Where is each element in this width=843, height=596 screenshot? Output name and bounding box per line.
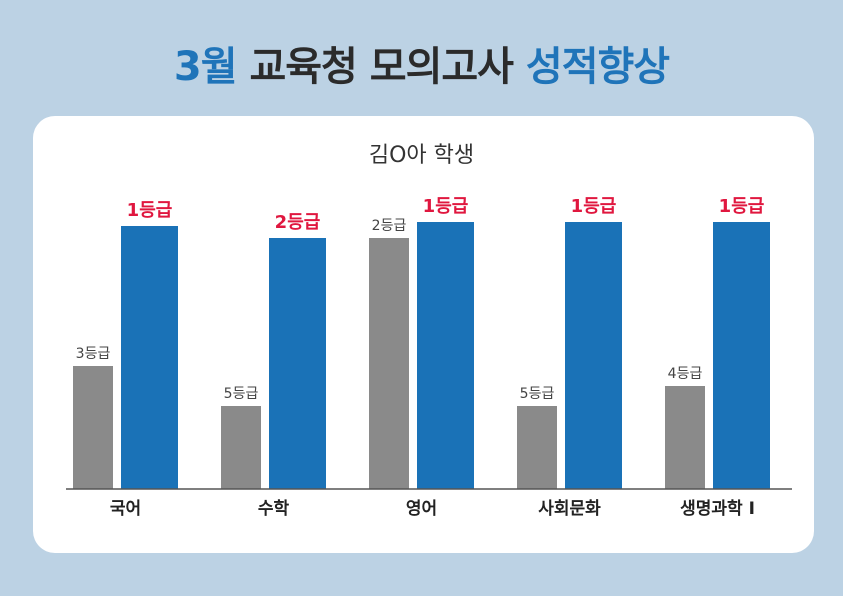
bar-before-4 bbox=[665, 386, 705, 489]
bar-after-3 bbox=[565, 222, 622, 489]
title-month: 3월 bbox=[173, 44, 238, 90]
category-label-1: 수학 bbox=[258, 499, 290, 519]
category-label-3: 사회문화 bbox=[538, 499, 601, 519]
bar-before-label-3: 5등급 bbox=[520, 386, 555, 402]
category-label-2: 영어 bbox=[406, 499, 437, 519]
bar-after-2 bbox=[417, 222, 474, 489]
bar-before-label-2: 2등급 bbox=[372, 218, 407, 234]
bar-before-0 bbox=[73, 366, 113, 489]
bar-after-1 bbox=[269, 238, 326, 489]
bar-after-label-4: 1등급 bbox=[719, 196, 765, 217]
title-highlight: 성적향상 bbox=[525, 44, 670, 90]
bar-before-3 bbox=[517, 406, 557, 489]
bar-after-label-0: 1등급 bbox=[127, 200, 173, 221]
bar-after-0 bbox=[121, 226, 178, 489]
chart-subtitle: 김O아 학생 bbox=[368, 143, 475, 168]
bar-before-label-4: 4등급 bbox=[668, 366, 703, 382]
category-label-0: 국어 bbox=[110, 499, 141, 519]
bar-before-2 bbox=[369, 238, 409, 489]
bar-after-4 bbox=[713, 222, 770, 489]
category-label-4: 생명과학 I bbox=[680, 499, 755, 519]
bar-after-label-3: 1등급 bbox=[571, 196, 617, 217]
bar-before-label-1: 5등급 bbox=[224, 386, 259, 402]
bar-before-label-0: 3등급 bbox=[76, 346, 111, 362]
title-middle: 교육청 모의고사 bbox=[236, 44, 526, 90]
bar-after-label-2: 1등급 bbox=[423, 196, 469, 217]
bars-group bbox=[73, 222, 770, 489]
bar-after-label-1: 2등급 bbox=[275, 212, 321, 233]
page-title: 3월 교육청 모의고사 성적향상 bbox=[0, 34, 843, 92]
bar-before-1 bbox=[221, 406, 261, 489]
